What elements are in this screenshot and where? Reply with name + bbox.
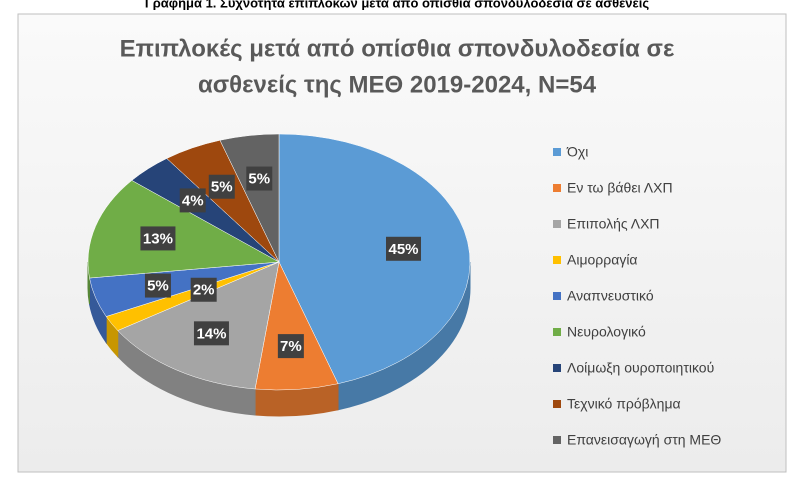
data-label: 2%: [193, 282, 215, 299]
data-label: 4%: [182, 192, 204, 209]
label-box: [140, 226, 176, 251]
label-box: [246, 166, 273, 191]
legend-swatch: [553, 328, 561, 336]
data-label: 13%: [143, 230, 173, 247]
data-label: 5%: [248, 171, 270, 188]
legend-label: Αναπνευστικό: [567, 288, 654, 304]
data-label: 7%: [280, 338, 302, 355]
label-box: [144, 273, 171, 298]
legend-label: Λοίμωξη ουροποιητικού: [567, 360, 714, 376]
slice: [278, 133, 471, 385]
legend-label: Τεχνικό πρόβλημα: [567, 396, 681, 412]
legend-swatch: [553, 220, 561, 228]
slice: [219, 133, 280, 263]
legend-swatch: [553, 436, 561, 444]
slice: [87, 180, 280, 279]
legend-swatch: [553, 292, 561, 300]
legend-label: Εν τω βάθει ΛΧΠ: [567, 180, 673, 196]
chart-title: ασθενείς της ΜΕΘ 2019-2024, N=54: [198, 71, 597, 98]
label-box: [386, 236, 422, 261]
label-box: [208, 174, 235, 199]
legend-label: Νευρολογικό: [567, 324, 646, 340]
chart-title: Επιπλοκές μετά από οπίσθια σπονδυλοδεσία…: [120, 35, 675, 62]
legend-label: Όχι: [566, 144, 588, 160]
legend-label: Επανεισαγωγή στη ΜΕΘ: [567, 432, 721, 448]
legend-swatch: [553, 364, 561, 372]
data-label: 14%: [196, 325, 226, 342]
data-label: 5%: [211, 179, 233, 196]
label-box: [179, 188, 206, 213]
data-label: 45%: [388, 241, 418, 258]
legend-swatch: [553, 400, 561, 408]
label-box: [190, 277, 217, 302]
caption: Γράφημα 1. Συχνότητα επιπλοκών μετά από …: [145, 0, 649, 10]
data-label: 5%: [147, 278, 169, 295]
legend-swatch: [553, 256, 561, 264]
legend-swatch: [553, 184, 561, 192]
legend-label: Αιμορραγία: [567, 252, 638, 268]
legend-swatch: [553, 148, 561, 156]
label-box: [193, 321, 229, 346]
label-box: [277, 334, 304, 359]
legend-label: Επιπολής ΛΧΠ: [567, 216, 660, 232]
